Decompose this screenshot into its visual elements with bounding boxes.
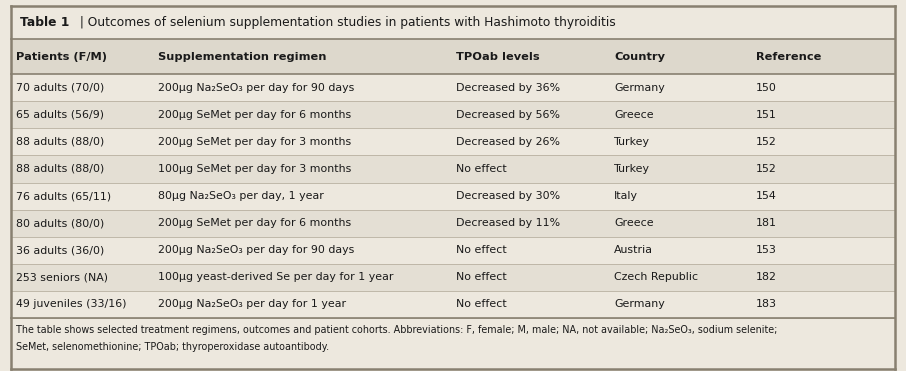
Text: No effect: No effect <box>456 299 506 309</box>
Text: 183: 183 <box>756 299 776 309</box>
Text: Germany: Germany <box>614 83 665 93</box>
Text: Decreased by 11%: Decreased by 11% <box>456 218 560 228</box>
Bar <box>11 264 895 291</box>
Bar <box>11 128 895 155</box>
Text: 100µg SeMet per day for 3 months: 100µg SeMet per day for 3 months <box>158 164 351 174</box>
Text: 88 adults (88/0): 88 adults (88/0) <box>16 164 104 174</box>
Text: 151: 151 <box>756 110 776 120</box>
Text: TPOab levels: TPOab levels <box>456 52 539 62</box>
Bar <box>11 101 895 128</box>
Text: No effect: No effect <box>456 245 506 255</box>
Text: 200µg Na₂SeO₃ per day for 1 year: 200µg Na₂SeO₃ per day for 1 year <box>158 299 346 309</box>
Text: Greece: Greece <box>614 218 654 228</box>
Text: 200µg SeMet per day for 6 months: 200µg SeMet per day for 6 months <box>158 110 351 120</box>
Bar <box>11 74 895 101</box>
Text: Turkey: Turkey <box>614 137 651 147</box>
Text: 76 adults (65/11): 76 adults (65/11) <box>16 191 111 201</box>
Text: 80µg Na₂SeO₃ per day, 1 year: 80µg Na₂SeO₃ per day, 1 year <box>158 191 323 201</box>
Bar <box>11 183 895 210</box>
Text: No effect: No effect <box>456 272 506 282</box>
Text: Country: Country <box>614 52 665 62</box>
Text: | Outcomes of selenium supplementation studies in patients with Hashimoto thyroi: | Outcomes of selenium supplementation s… <box>76 16 616 29</box>
Text: 70 adults (70/0): 70 adults (70/0) <box>16 83 104 93</box>
Text: Supplementation regimen: Supplementation regimen <box>158 52 326 62</box>
Text: Decreased by 36%: Decreased by 36% <box>456 83 560 93</box>
Text: 100µg yeast-derived Se per day for 1 year: 100µg yeast-derived Se per day for 1 yea… <box>158 272 393 282</box>
Text: 253 seniors (NA): 253 seniors (NA) <box>16 272 109 282</box>
Text: 154: 154 <box>756 191 776 201</box>
Bar <box>11 210 895 237</box>
Text: 152: 152 <box>756 164 776 174</box>
Text: 200µg Na₂SeO₃ per day for 90 days: 200µg Na₂SeO₃ per day for 90 days <box>158 83 354 93</box>
Text: 49 juveniles (33/16): 49 juveniles (33/16) <box>16 299 127 309</box>
Text: Patients (F/M): Patients (F/M) <box>16 52 107 62</box>
Text: Austria: Austria <box>614 245 653 255</box>
Bar <box>11 6 895 39</box>
Bar <box>11 291 895 318</box>
Text: Germany: Germany <box>614 299 665 309</box>
Text: 200µg Na₂SeO₃ per day for 90 days: 200µg Na₂SeO₃ per day for 90 days <box>158 245 354 255</box>
Bar <box>11 39 895 74</box>
Bar <box>11 155 895 183</box>
Text: 200µg SeMet per day for 6 months: 200µg SeMet per day for 6 months <box>158 218 351 228</box>
Text: Italy: Italy <box>614 191 638 201</box>
Text: 65 adults (56/9): 65 adults (56/9) <box>16 110 104 120</box>
Text: Decreased by 56%: Decreased by 56% <box>456 110 560 120</box>
Text: 152: 152 <box>756 137 776 147</box>
Text: Czech Republic: Czech Republic <box>614 272 699 282</box>
Text: 153: 153 <box>756 245 776 255</box>
Text: Table 1: Table 1 <box>20 16 69 29</box>
Text: Turkey: Turkey <box>614 164 651 174</box>
Text: Decreased by 30%: Decreased by 30% <box>456 191 560 201</box>
Text: 182: 182 <box>756 272 776 282</box>
Text: Decreased by 26%: Decreased by 26% <box>456 137 560 147</box>
Text: 200µg SeMet per day for 3 months: 200µg SeMet per day for 3 months <box>158 137 351 147</box>
Text: 88 adults (88/0): 88 adults (88/0) <box>16 137 104 147</box>
Text: SeMet, selenomethionine; TPOab; thyroperoxidase autoantibody.: SeMet, selenomethionine; TPOab; thyroper… <box>16 342 330 352</box>
Text: Reference: Reference <box>756 52 821 62</box>
Text: The table shows selected treatment regimens, outcomes and patient cohorts. Abbre: The table shows selected treatment regim… <box>16 325 777 335</box>
Text: 150: 150 <box>756 83 776 93</box>
Text: 80 adults (80/0): 80 adults (80/0) <box>16 218 104 228</box>
Bar <box>11 237 895 264</box>
Text: 36 adults (36/0): 36 adults (36/0) <box>16 245 104 255</box>
Text: 181: 181 <box>756 218 776 228</box>
Text: Greece: Greece <box>614 110 654 120</box>
Text: No effect: No effect <box>456 164 506 174</box>
